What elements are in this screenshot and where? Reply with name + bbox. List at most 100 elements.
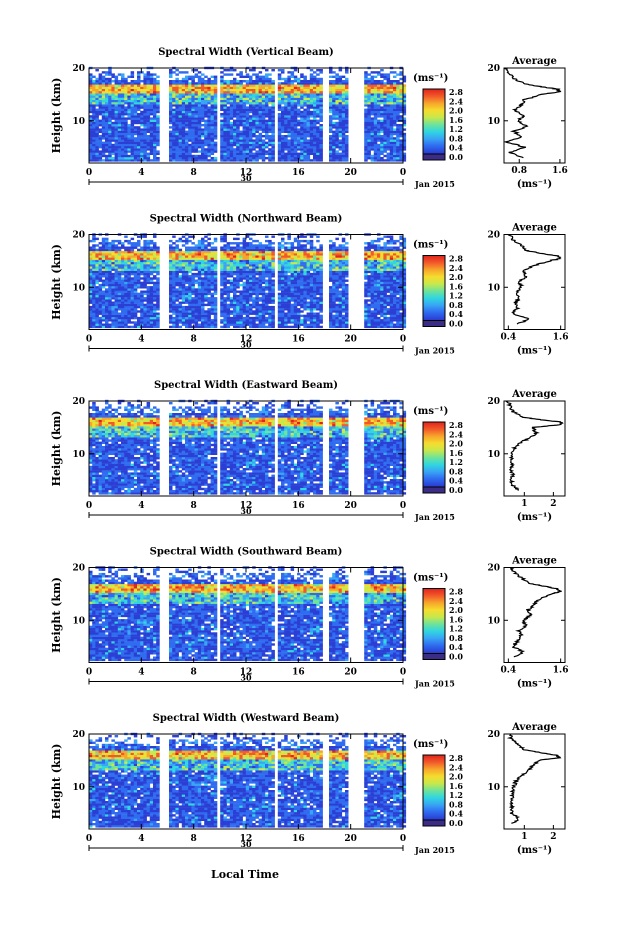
y-tick-label: 20 [72,397,85,407]
profile-x-tick-label: 0.4 [501,666,517,676]
colorbar-tick-label: 0.0 [449,152,463,162]
panel-title: Spectral Width (Vertical Beam) [158,47,334,58]
y-tick-label: 20 [72,564,85,574]
x-tick-label: 4 [138,501,144,511]
day-label: 30 [240,506,252,516]
profile-x-label: (ms⁻¹) [517,346,552,357]
profile-y-tick-label: 20 [487,730,500,740]
y-axis-label: Height (km) [50,244,63,320]
colorbar-tick-label: 0.0 [449,652,463,662]
panel-4: Spectral Width (Southward Beam)0 4 8 12 16 20… [50,547,568,690]
x-tick-label: 0 [400,168,406,178]
panel-2: Spectral Width (Northward Beam)0 4 8 12 16 20… [50,214,568,357]
x-tick-label: 16 [292,168,305,178]
x-tick-label: 0 [86,168,92,178]
profile-frame [504,68,565,163]
y-tick-label: 10 [72,616,85,626]
colorbar-unit: (ms⁻¹) [413,406,448,417]
day-label: 30 [240,839,252,849]
y-tick-label: 20 [72,64,85,74]
x-tick-label: 16 [292,335,305,345]
date-label: Jan 2015 [414,512,455,522]
y-axis-label: Height (km) [50,744,63,820]
profile-x-tick-label: 1 [521,499,527,509]
x-axis-label: Local Time [211,868,279,881]
profile-y-tick-label: 10 [487,117,500,127]
x-tick-label: 4 [138,834,144,844]
heatmap-cells [89,400,406,495]
profile-x-tick-label: 1.6 [552,166,568,176]
x-tick-label: 16 [292,668,305,678]
profile-y-tick-label: 10 [487,783,500,793]
x-tick-label: 8 [191,335,197,345]
profile-x-tick-label: 1.6 [553,666,569,676]
profile-y-tick-label: 10 [487,450,500,460]
colorbar-tick-label: 0.0 [449,818,463,828]
profile-y-tick-label: 20 [487,231,500,241]
profile-y-tick-label: 10 [487,616,500,626]
x-tick-label: 0 [86,834,92,844]
x-tick-label: 20 [344,501,357,511]
profile-title: Average [511,389,557,400]
heatmap-cells [89,67,406,162]
profile-title: Average [511,56,557,67]
panel-5: Spectral Width (Westward Beam)0 4 8 12 16 20 0… [50,713,565,856]
profile-y-tick-label: 20 [487,564,500,574]
y-tick-label: 20 [72,730,85,740]
colorbar-unit: (ms⁻¹) [413,73,448,84]
y-tick-label: 10 [72,450,85,460]
x-tick-label: 0 [86,335,92,345]
x-tick-label: 20 [344,834,357,844]
profile-x-tick-label: 1 [521,832,527,842]
y-axis-label: Height (km) [50,411,63,487]
x-tick-label: 20 [344,668,357,678]
y-axis-label: Height (km) [50,78,63,154]
day-label: 30 [240,340,252,350]
panel-3: Spectral Width (Eastward Beam)0 4 8 12 16 20 0… [50,380,565,523]
profile-x-tick-label: 1.6 [553,333,569,343]
colorbar [423,755,445,826]
profile-y-tick-label: 20 [487,64,500,74]
y-axis-label: Height (km) [50,577,63,653]
x-tick-label: 0 [400,668,406,678]
heatmap-cells [89,233,406,328]
date-label: Jan 2015 [414,679,455,689]
colorbar [423,89,445,160]
x-tick-label: 20 [344,168,357,178]
day-label: 30 [240,173,252,183]
x-tick-label: 4 [138,168,144,178]
date-label: Jan 2015 [414,845,455,855]
profile-y-tick-label: 20 [487,397,500,407]
profile-x-label: (ms⁻¹) [517,679,552,690]
colorbar [423,422,445,493]
profile-x-tick-label: 0.8 [511,166,527,176]
date-label: Jan 2015 [414,179,455,189]
profile-line [505,68,561,158]
profile-line [511,568,562,658]
profile-line [509,734,560,824]
profile-x-label: (ms⁻¹) [517,179,552,190]
x-tick-label: 0 [400,834,406,844]
profile-line [507,401,563,491]
date-label: Jan 2015 [414,346,455,356]
colorbar-unit: (ms⁻¹) [413,240,448,251]
y-tick-label: 10 [72,117,85,127]
profile-x-tick-label: 0.4 [501,333,517,343]
colorbar-tick-label: 0.0 [449,485,463,495]
panel-title: Spectral Width (Northward Beam) [150,214,343,225]
x-tick-label: 8 [191,668,197,678]
panel-title: Spectral Width (Westward Beam) [153,713,340,724]
colorbar-tick-label: 0.0 [449,319,463,329]
x-tick-label: 0 [400,501,406,511]
profile-x-label: (ms⁻¹) [517,512,552,523]
colorbar [423,256,445,327]
panel-1: Spectral Width (Vertical Beam)0 4 8 12 16 20 0… [50,47,568,190]
x-tick-label: 4 [138,335,144,345]
profile-title: Average [511,722,557,733]
x-tick-label: 0 [400,335,406,345]
profile-line [509,235,560,325]
x-tick-label: 8 [191,168,197,178]
x-tick-label: 8 [191,501,197,511]
x-tick-label: 4 [138,668,144,678]
profile-x-tick-label: 2 [550,499,556,509]
